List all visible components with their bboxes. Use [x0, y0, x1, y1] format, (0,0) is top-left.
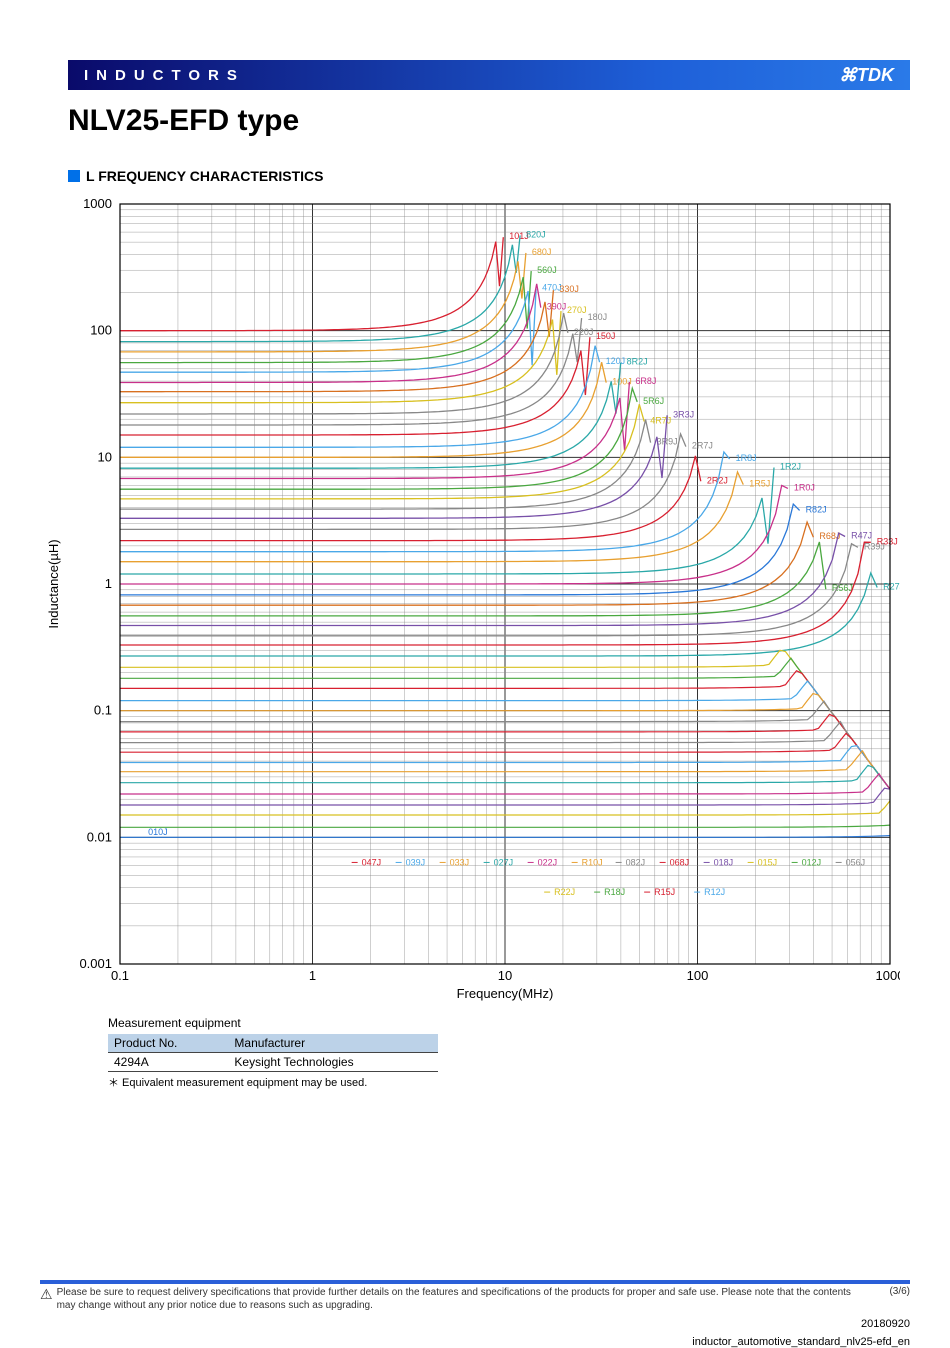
table-header: Product No.	[108, 1034, 228, 1053]
svg-text:1: 1	[309, 968, 316, 983]
svg-text:1000: 1000	[876, 968, 900, 983]
page-title: NLV25-EFD type	[68, 104, 950, 138]
warning-icon: ⚠	[40, 1286, 53, 1303]
svg-text:180J: 180J	[588, 312, 608, 322]
footer-docid: inductor_automotive_standard_nlv25-efd_e…	[0, 1336, 910, 1348]
svg-text:3R3J: 3R3J	[673, 409, 694, 419]
svg-text:R33J: R33J	[877, 536, 898, 546]
section-bullet-icon	[68, 170, 80, 182]
svg-text:R27J: R27J	[883, 582, 900, 592]
svg-text:R47J: R47J	[851, 531, 872, 541]
footer-text: ⚠ Please be sure to request delivery spe…	[40, 1286, 910, 1312]
svg-text:068J: 068J	[670, 857, 690, 867]
table-cell: Keysight Technologies	[228, 1053, 438, 1072]
svg-text:2R7J: 2R7J	[692, 441, 713, 451]
svg-text:1R2J: 1R2J	[780, 462, 801, 472]
header-category: INDUCTORS	[84, 67, 245, 84]
svg-text:120J: 120J	[606, 356, 626, 366]
svg-text:0.001: 0.001	[79, 956, 112, 971]
svg-text:3R9J: 3R9J	[657, 437, 678, 447]
page-number: (3/6)	[889, 1286, 910, 1297]
l-frequency-chart: 0.1 1 10 100 1000 0.001 0.01 0.1 1 10 100 1000 Frequ…	[40, 194, 900, 1004]
svg-text:10: 10	[498, 968, 512, 983]
table-cell: 4294A	[108, 1053, 228, 1072]
svg-text:027J: 027J	[494, 857, 514, 867]
svg-text:056J: 056J	[846, 857, 866, 867]
svg-text:R15J: R15J	[654, 887, 675, 897]
svg-text:010J: 010J	[148, 827, 168, 837]
footer-meta: 20180920 inductor_automotive_standard_nl…	[0, 1318, 910, 1348]
svg-text:1R8J: 1R8J	[736, 453, 757, 463]
svg-text:4R7J: 4R7J	[650, 415, 671, 425]
svg-text:390J: 390J	[547, 302, 567, 312]
measurement-block: Measurement equipment Product No. Manufa…	[108, 1016, 950, 1090]
svg-text:Frequency(MHz): Frequency(MHz)	[457, 986, 554, 1001]
svg-text:100: 100	[90, 323, 112, 338]
svg-text:8R2J: 8R2J	[627, 357, 648, 367]
svg-text:012J: 012J	[802, 857, 822, 867]
svg-text:1R0J: 1R0J	[794, 482, 815, 492]
svg-text:220J: 220J	[574, 327, 594, 337]
svg-text:100: 100	[687, 968, 709, 983]
svg-text:0.1: 0.1	[111, 968, 129, 983]
svg-text:1000: 1000	[83, 196, 112, 211]
svg-text:820J: 820J	[526, 229, 546, 239]
svg-text:R22J: R22J	[554, 887, 575, 897]
svg-text:680J: 680J	[532, 247, 552, 257]
svg-text:1R5J: 1R5J	[749, 479, 770, 489]
table-header: Manufacturer	[228, 1034, 438, 1053]
svg-text:330J: 330J	[559, 284, 579, 294]
measurement-table: Product No. Manufacturer 4294A Keysight …	[108, 1034, 438, 1072]
section-heading: L FREQUENCY CHARACTERISTICS	[68, 168, 950, 184]
svg-text:150J: 150J	[596, 331, 616, 341]
svg-text:082J: 082J	[626, 857, 646, 867]
measurement-title: Measurement equipment	[108, 1016, 950, 1030]
svg-text:033J: 033J	[450, 857, 470, 867]
svg-text:1: 1	[105, 576, 112, 591]
svg-text:5R6J: 5R6J	[643, 396, 664, 406]
svg-text:015J: 015J	[758, 857, 778, 867]
svg-text:0.01: 0.01	[87, 829, 112, 844]
footer-date: 20180920	[0, 1318, 910, 1330]
svg-text:R10J: R10J	[582, 857, 603, 867]
svg-text:10: 10	[98, 449, 112, 464]
svg-text:039J: 039J	[406, 857, 426, 867]
svg-text:560J: 560J	[537, 265, 557, 275]
svg-text:0.1: 0.1	[94, 703, 112, 718]
svg-text:270J: 270J	[567, 305, 587, 315]
chart-container: 0.1 1 10 100 1000 0.001 0.01 0.1 1 10 100 1000 Frequ…	[40, 194, 950, 1004]
svg-text:R12J: R12J	[704, 887, 725, 897]
svg-text:018J: 018J	[714, 857, 734, 867]
svg-text:Inductance(µH): Inductance(µH)	[46, 539, 61, 628]
measurement-note: ＊ Equivalent measurement equipment may b…	[108, 1074, 950, 1090]
footer-rule	[40, 1280, 910, 1284]
svg-text:R18J: R18J	[604, 887, 625, 897]
table-row: 4294A Keysight Technologies	[108, 1053, 438, 1072]
svg-text:R82J: R82J	[806, 504, 827, 514]
brand-logo: ⌘TDK	[839, 65, 894, 86]
footer-warning: Please be sure to request delivery speci…	[57, 1286, 870, 1312]
svg-text:047J: 047J	[362, 857, 382, 867]
header-bar: INDUCTORS ⌘TDK	[68, 60, 910, 90]
section-title: L FREQUENCY CHARACTERISTICS	[86, 168, 324, 184]
svg-text:022J: 022J	[538, 857, 558, 867]
svg-text:6R8J: 6R8J	[635, 376, 656, 386]
